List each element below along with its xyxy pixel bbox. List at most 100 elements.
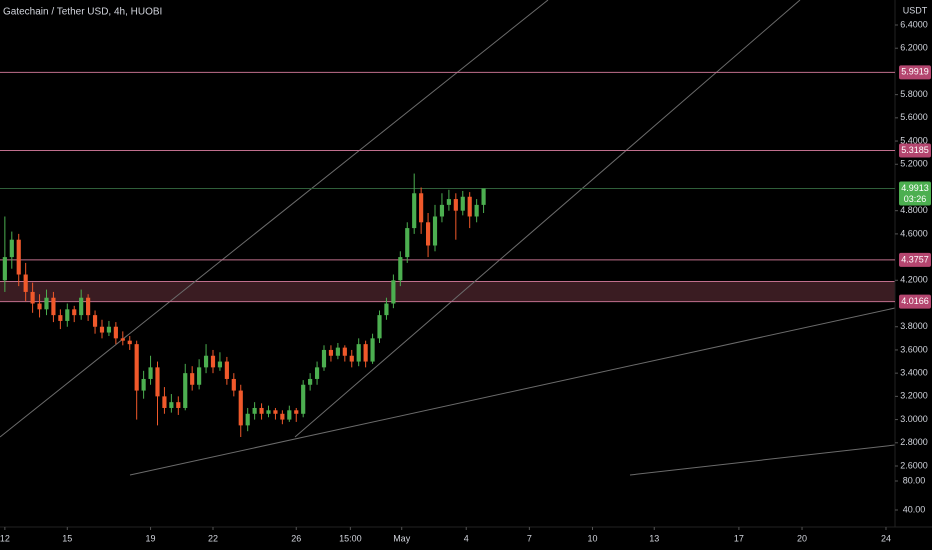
candle-body <box>349 355 354 362</box>
candle-body <box>377 315 382 339</box>
level-label: 4.3757 <box>901 254 929 264</box>
candle-body <box>259 407 264 414</box>
y-tick-label: 6.2000 <box>900 43 928 53</box>
candle-body <box>203 355 209 368</box>
y-tick-label: 4.6000 <box>900 228 928 238</box>
candle-body <box>106 326 112 333</box>
trend-line <box>629 444 896 476</box>
x-tick-label: 4 <box>464 533 469 543</box>
x-tick-label: 10 <box>587 533 597 543</box>
level-label-box <box>899 143 931 158</box>
candle-body <box>287 410 292 420</box>
current-price-label: 4.9913 <box>901 183 929 193</box>
candle-body <box>134 344 139 391</box>
candle-body <box>363 344 368 362</box>
y-tick-label: 5.2000 <box>900 159 928 169</box>
candle-body <box>155 367 160 397</box>
candle-body <box>169 402 174 408</box>
candle-body <box>446 199 451 205</box>
x-tick-label: 22 <box>208 533 218 543</box>
chart-title: Gatechain / Tether USD, 4h, HUOBI <box>3 7 162 18</box>
x-tick-label: May <box>393 533 411 543</box>
current-price-box <box>899 181 931 206</box>
candle-body <box>217 361 223 368</box>
x-tick-label: 15 <box>62 533 72 543</box>
candle-body <box>176 402 181 408</box>
candle-body <box>190 373 195 385</box>
y-tick-label: 4.8000 <box>900 205 928 215</box>
candle-body <box>238 390 243 426</box>
candle-body <box>231 378 236 391</box>
y2-tick-label: 80.00 <box>903 475 926 485</box>
candle-body <box>148 367 153 379</box>
unit-label: USDT <box>903 5 928 15</box>
y-tick-label: 3.4000 <box>900 368 928 378</box>
candle-body <box>384 303 389 316</box>
candle-body <box>252 407 257 414</box>
candle-body <box>141 378 146 391</box>
candle-body <box>425 222 431 246</box>
level-label: 4.0166 <box>901 296 929 306</box>
candle-body <box>44 297 49 310</box>
candle-body <box>405 228 410 258</box>
candle-body <box>419 193 424 223</box>
x-tick-label: 17 <box>734 533 744 543</box>
candle-body <box>314 367 320 379</box>
candle-body <box>197 367 202 385</box>
level-label: 5.3185 <box>901 145 929 155</box>
candle-body <box>301 384 306 414</box>
candle-body <box>481 188 486 205</box>
candle-body <box>453 199 458 211</box>
candle-body <box>120 338 125 341</box>
candle-body <box>2 257 7 281</box>
trend-line <box>0 0 549 438</box>
candle-body <box>99 326 105 333</box>
level-label-box <box>899 65 931 80</box>
y-tick-label: 2.6000 <box>900 460 928 470</box>
trend-line <box>129 307 896 476</box>
candle-body <box>210 355 216 368</box>
candle-body <box>58 315 63 321</box>
candle-body <box>467 196 472 217</box>
candle-body <box>86 297 91 316</box>
candle-body <box>342 347 347 356</box>
candle-body <box>30 291 35 304</box>
candle-body <box>245 413 250 426</box>
y-tick-label: 5.4000 <box>900 135 928 145</box>
level-label-box <box>899 252 931 267</box>
x-tick-label: 19 <box>146 533 156 543</box>
countdown-label: 03:26 <box>904 194 927 204</box>
zone <box>0 281 895 302</box>
x-tick-label: 20 <box>797 533 807 543</box>
candle-body <box>23 274 28 292</box>
y-tick-label: 2.8000 <box>900 437 928 447</box>
x-tick-label: 7 <box>527 533 532 543</box>
candle-body <box>432 216 438 246</box>
candle-body <box>370 338 375 362</box>
y-tick-label: 3.6000 <box>900 344 928 354</box>
x-tick-label: 24 <box>881 533 891 543</box>
candle-body <box>65 309 70 321</box>
y2-tick-label: 40.00 <box>903 504 926 514</box>
candle-body <box>266 410 271 414</box>
candle-body <box>335 347 340 356</box>
candle-body <box>9 239 14 258</box>
candle-body <box>51 297 56 316</box>
candle-body <box>308 378 313 385</box>
x-tick-label: 26 <box>291 533 301 543</box>
candle-body <box>16 239 21 275</box>
candle-body <box>356 344 361 362</box>
candle-body <box>113 326 118 339</box>
candle-body <box>79 297 84 316</box>
x-tick-label: 12 <box>0 533 10 543</box>
candle-body <box>72 309 77 316</box>
trend-line <box>294 0 801 438</box>
candle-body <box>92 315 98 327</box>
candle-body <box>412 193 417 229</box>
y-tick-label: 3.8000 <box>900 321 928 331</box>
y-tick-label: 5.8000 <box>900 89 928 99</box>
candle-body <box>391 280 396 304</box>
candle-body <box>294 410 299 414</box>
candle-body <box>37 303 42 310</box>
